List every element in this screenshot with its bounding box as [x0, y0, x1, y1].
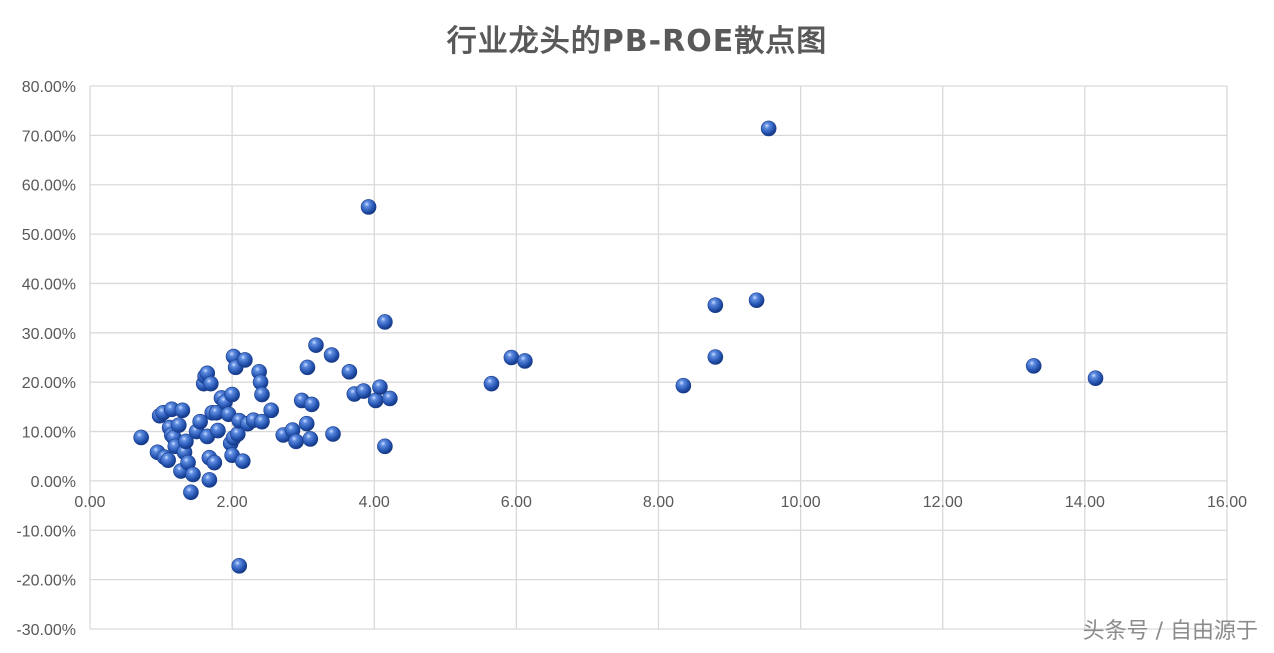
y-tick-label: 30.00%	[22, 326, 76, 343]
data-point	[298, 415, 315, 432]
data-point	[382, 390, 398, 407]
y-tick-label: 10.00%	[22, 425, 76, 442]
data-point	[1025, 358, 1042, 374]
data-point	[377, 314, 393, 330]
chart-title: 行业龙头的PB-ROE散点图	[446, 24, 828, 59]
x-tick-label: 4.00	[359, 494, 390, 511]
y-tick-label: 60.00%	[22, 178, 76, 195]
data-points	[133, 120, 1104, 574]
data-point	[302, 431, 319, 447]
y-tick-label: 70.00%	[22, 128, 76, 145]
data-point	[133, 429, 149, 446]
data-point	[203, 375, 219, 392]
y-tick-label: -10.00%	[16, 523, 76, 540]
y-tick-label: -20.00%	[16, 573, 76, 590]
data-point	[707, 297, 724, 313]
y-tick-label: 80.00%	[22, 79, 76, 96]
data-point	[178, 433, 194, 450]
data-point	[325, 426, 341, 442]
data-point	[234, 453, 251, 469]
x-tick-label: 16.00	[1207, 494, 1247, 511]
data-point	[206, 454, 223, 471]
data-point	[360, 199, 377, 215]
y-tick-label: 20.00%	[22, 375, 76, 392]
x-tick-label: 8.00	[643, 494, 674, 511]
data-point	[192, 413, 208, 430]
x-axis-labels: 0.00 2.00 4.00 6.00 8.00 10.00 12.00 14.00 16.00	[74, 494, 1247, 511]
y-tick-label: 40.00%	[22, 276, 76, 293]
y-tick-label: 0.00%	[31, 474, 76, 491]
data-point	[254, 413, 270, 430]
x-tick-label: 2.00	[217, 494, 248, 511]
watermark: 头条号 / 自由源于	[1082, 619, 1258, 644]
data-point	[372, 379, 388, 395]
data-point	[224, 386, 240, 403]
data-point	[237, 352, 253, 368]
data-point	[299, 359, 316, 376]
data-point	[355, 383, 372, 399]
data-point	[323, 347, 340, 363]
data-point	[308, 337, 324, 353]
data-point	[160, 452, 176, 468]
data-point	[231, 558, 248, 574]
x-tick-label: 0.00	[74, 494, 105, 511]
x-tick-label: 6.00	[501, 494, 532, 511]
x-tick-label: 14.00	[1065, 494, 1105, 511]
x-tick-label: 12.00	[923, 494, 963, 511]
data-point	[707, 349, 724, 365]
y-tick-label: -30.00%	[16, 622, 76, 639]
data-point	[367, 392, 384, 409]
data-point	[748, 292, 765, 309]
y-axis-labels: 80.00% 70.00% 60.00% 50.00% 40.00% 30.00% 20.0…	[16, 79, 76, 639]
plot-grid	[89, 85, 1228, 630]
data-point	[303, 396, 320, 413]
data-point	[517, 353, 533, 369]
data-point	[174, 402, 191, 419]
data-point	[254, 386, 270, 403]
data-point	[1087, 370, 1104, 387]
data-point	[483, 375, 500, 392]
data-point	[183, 484, 199, 501]
x-tick-label: 10.00	[781, 494, 821, 511]
data-point	[503, 349, 520, 366]
data-point	[288, 433, 304, 450]
data-point	[341, 364, 358, 380]
data-point	[171, 417, 187, 433]
data-point	[185, 466, 201, 483]
data-point	[263, 402, 280, 419]
data-point	[760, 120, 777, 137]
data-point	[210, 422, 226, 439]
y-tick-label: 50.00%	[22, 227, 76, 244]
data-point	[201, 472, 218, 488]
data-point	[675, 377, 692, 394]
data-point	[377, 438, 393, 455]
